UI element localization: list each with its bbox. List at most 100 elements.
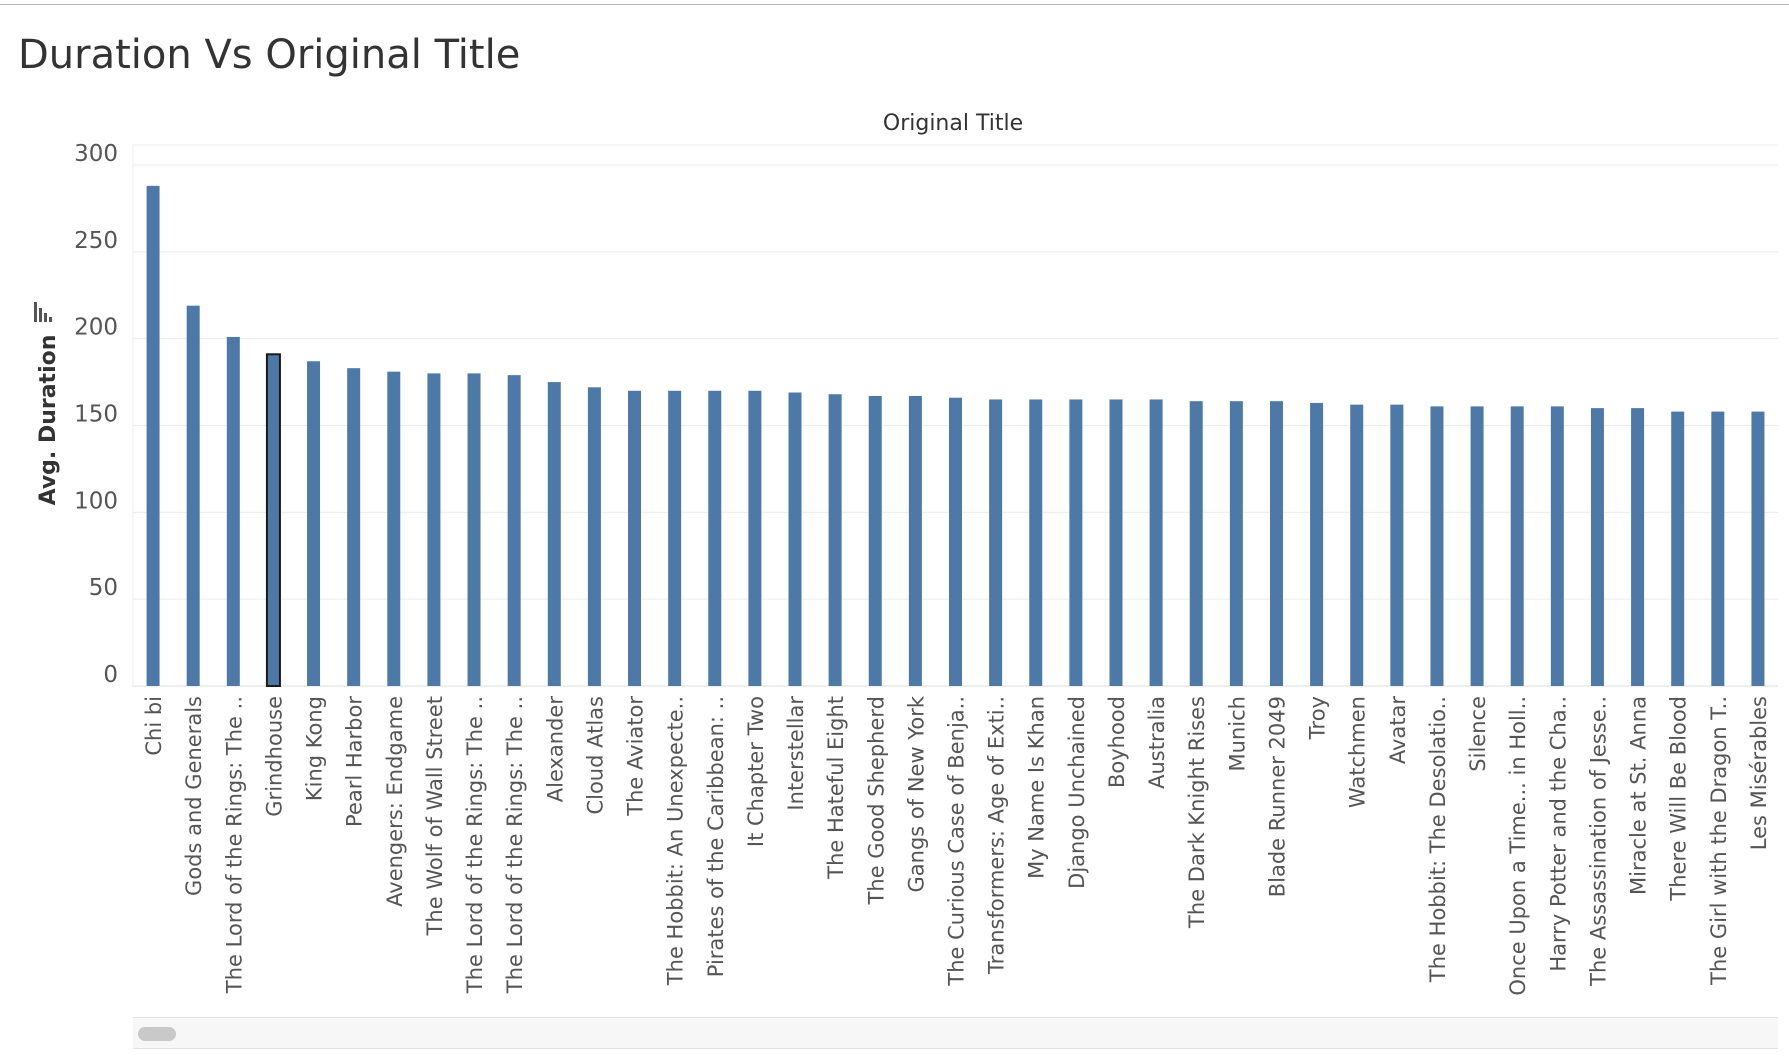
- x-tick-label: The Assassination of Jesse..: [1586, 696, 1610, 987]
- bar[interactable]: [1189, 401, 1203, 686]
- bar[interactable]: [265, 353, 281, 687]
- bar[interactable]: [1470, 406, 1484, 686]
- x-tick-label: Transformers: Age of Exti..: [985, 696, 1009, 975]
- bar[interactable]: [1751, 411, 1765, 686]
- bar[interactable]: [1310, 402, 1324, 686]
- sort-descending-icon[interactable]: [34, 302, 54, 322]
- x-tick-label: Gods and Generals: [182, 696, 206, 896]
- x-tick-label: Australia: [1145, 696, 1169, 789]
- bar[interactable]: [1550, 406, 1564, 686]
- y-tick-label: 150: [74, 402, 118, 428]
- x-tick-label: There Will Be Blood: [1667, 696, 1691, 902]
- x-tick-label: Silence: [1466, 696, 1490, 772]
- x-tick-label: The Hobbit: An Unexpecte..: [664, 696, 688, 986]
- x-tick-label: Les Misérables: [1747, 696, 1771, 850]
- x-tick-label: The Curious Case of Benja..: [945, 696, 969, 987]
- x-tick-label: Watchmen: [1346, 696, 1370, 808]
- x-tick-label: The Girl with the Dragon T..: [1707, 696, 1731, 986]
- bar[interactable]: [307, 361, 321, 686]
- y-tick-label: 250: [74, 228, 118, 254]
- x-tick-label: Interstellar: [784, 696, 808, 811]
- bar[interactable]: [788, 392, 802, 686]
- bar[interactable]: [547, 382, 561, 686]
- y-tick-label: 200: [74, 315, 118, 341]
- x-tick-label: The Aviator: [624, 696, 648, 817]
- bar[interactable]: [467, 373, 481, 686]
- bar[interactable]: [1430, 406, 1444, 686]
- y-axis-title: Avg. Duration: [36, 335, 61, 506]
- y-tick-label: 300: [74, 141, 118, 167]
- x-tick-label: Django Unchained: [1065, 696, 1089, 889]
- y-tick-label: 50: [89, 575, 118, 601]
- bar[interactable]: [748, 390, 762, 686]
- bars: [146, 185, 1765, 687]
- bar[interactable]: [708, 390, 722, 686]
- bar[interactable]: [1671, 411, 1685, 686]
- page-title: Duration Vs Original Title: [18, 32, 521, 78]
- bar[interactable]: [1631, 408, 1645, 686]
- bar[interactable]: [146, 185, 160, 686]
- x-axis-labels: Chi bi Gods and Generals The Lord of the R…: [142, 695, 1771, 995]
- horizontal-scrollbar[interactable]: [133, 1017, 1778, 1049]
- bar[interactable]: [1711, 411, 1725, 686]
- bar[interactable]: [387, 371, 401, 686]
- x-tick-label: My Name Is Khan: [1025, 696, 1049, 879]
- x-tick-label: Avengers: Endgame: [383, 696, 407, 907]
- x-tick-label: Miracle at St. Anna: [1627, 696, 1651, 895]
- bar[interactable]: [868, 395, 882, 686]
- bar[interactable]: [628, 390, 642, 686]
- x-tick-label: Gangs of New York: [904, 695, 928, 892]
- bar[interactable]: [507, 375, 521, 686]
- x-tick-label: Harry Potter and the Cha..: [1546, 696, 1570, 972]
- x-tick-label: The Dark Knight Rises: [1185, 696, 1209, 929]
- bar[interactable]: [1149, 399, 1163, 686]
- x-tick-label: The Good Shepherd: [864, 696, 888, 905]
- bar[interactable]: [226, 336, 240, 686]
- scrollbar-thumb[interactable]: [138, 1027, 176, 1041]
- bar[interactable]: [1390, 404, 1404, 686]
- top-divider: [0, 4, 1789, 5]
- bar[interactable]: [1229, 401, 1243, 686]
- bar[interactable]: [1510, 406, 1524, 686]
- x-tick-label: The Lord of the Rings: The ..: [503, 696, 527, 994]
- x-tick-label: It Chapter Two: [744, 696, 768, 847]
- x-tick-label: Pirates of the Caribbean: ..: [704, 696, 728, 977]
- x-axis-header: Original Title: [883, 111, 1023, 136]
- bar[interactable]: [347, 368, 361, 686]
- x-tick-label: The Lord of the Rings: The ..: [222, 696, 246, 994]
- x-tick-label: King Kong: [303, 696, 327, 801]
- x-tick-label: Grindhouse: [262, 696, 286, 817]
- x-tick-label: Chi bi: [142, 696, 166, 756]
- x-tick-label: Troy: [1306, 696, 1330, 740]
- bar[interactable]: [186, 305, 200, 686]
- x-tick-label: Avatar: [1386, 696, 1410, 765]
- x-tick-label: Boyhood: [1105, 696, 1129, 788]
- bar[interactable]: [908, 395, 922, 686]
- bar[interactable]: [949, 397, 962, 686]
- bar[interactable]: [1590, 408, 1604, 686]
- bar[interactable]: [1069, 399, 1083, 686]
- x-tick-label: Cloud Atlas: [583, 696, 607, 815]
- x-tick-label: Blade Runner 2049: [1265, 696, 1289, 897]
- bar[interactable]: [427, 373, 441, 686]
- bar[interactable]: [1109, 399, 1123, 686]
- bar[interactable]: [1029, 399, 1043, 686]
- bar[interactable]: [828, 394, 842, 686]
- x-tick-label: Munich: [1225, 696, 1249, 771]
- x-tick-label: Once Upon a Time... in Holl..: [1506, 696, 1530, 996]
- y-tick-label: 0: [103, 662, 118, 688]
- bar[interactable]: [587, 387, 601, 686]
- bar[interactable]: [668, 390, 682, 686]
- x-tick-label: The Wolf of Wall Street: [423, 696, 447, 936]
- y-axis-ticks: 0 50 100 150 200 250 300: [74, 141, 118, 688]
- bar[interactable]: [1350, 404, 1364, 686]
- x-tick-label: Pearl Harbor: [343, 696, 367, 827]
- x-tick-label: The Hobbit: The Desolatio..: [1426, 696, 1450, 983]
- x-tick-label: The Lord of the Rings: The ..: [463, 696, 487, 994]
- x-tick-label: The Hateful Eight: [824, 696, 848, 880]
- bar[interactable]: [1269, 401, 1283, 686]
- y-tick-label: 100: [74, 488, 118, 514]
- bar[interactable]: [989, 399, 1003, 686]
- x-tick-label: Alexander: [543, 696, 567, 803]
